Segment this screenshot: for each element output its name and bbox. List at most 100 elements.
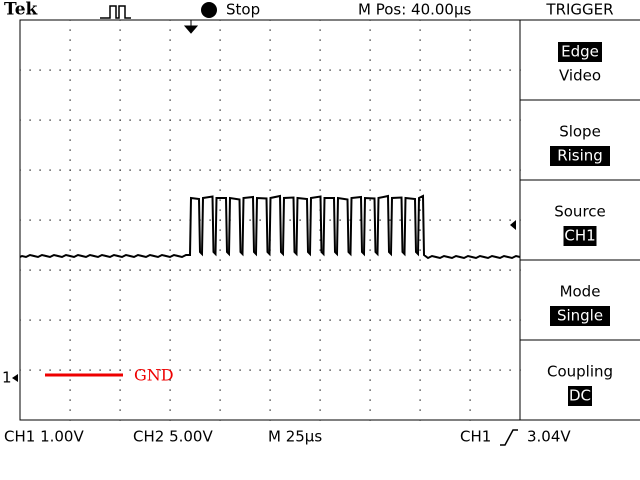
grid-dot: [469, 199, 471, 201]
grid-dot: [119, 49, 121, 51]
grid-dot: [379, 219, 381, 221]
grid-dot: [199, 169, 201, 171]
grid-dot: [399, 369, 401, 371]
grid-dot: [269, 69, 271, 71]
grid-dot: [79, 69, 81, 71]
grid-dot: [89, 319, 91, 321]
grid-dot: [229, 319, 231, 321]
grid-dot: [469, 69, 471, 71]
grid-dot: [169, 219, 171, 221]
grid-dot: [269, 29, 271, 31]
grid-dot: [169, 279, 171, 281]
grid-dot: [469, 49, 471, 51]
grid-dot: [239, 69, 241, 71]
grid-dot: [59, 119, 61, 121]
grid-dot: [419, 39, 421, 41]
grid-dot: [419, 199, 421, 201]
grid-dot: [339, 119, 341, 121]
grid-dot: [439, 369, 441, 371]
grid-dot: [69, 289, 71, 291]
screen-border: [19, 19, 521, 421]
grid-dot: [59, 369, 61, 371]
grid-dot: [319, 339, 321, 341]
grid-dot: [469, 209, 471, 211]
grid-dot: [339, 319, 341, 321]
grid-dot: [359, 69, 361, 71]
grid-dot: [419, 49, 421, 51]
menu-label: Coupling: [547, 363, 613, 381]
grid-dot: [69, 49, 71, 51]
trigger-level-marker: [510, 220, 516, 230]
grid-dot: [389, 119, 391, 121]
grid-dot: [319, 379, 321, 381]
grid-dot: [459, 319, 461, 321]
grid-dot: [109, 369, 111, 371]
grid-dot: [269, 39, 271, 41]
grid-dot: [319, 129, 321, 131]
grid-dot: [419, 339, 421, 341]
grid-dot: [229, 119, 231, 121]
grid-dot: [169, 199, 171, 201]
grid-dot: [419, 309, 421, 311]
grid-dot: [99, 219, 101, 221]
grid-dot: [419, 249, 421, 251]
grid-dot: [269, 409, 271, 411]
trigger-position-marker: [183, 20, 199, 34]
grid-dot: [249, 369, 251, 371]
grid-dot: [219, 179, 221, 181]
grid-dot: [139, 369, 141, 371]
grid-dot: [39, 119, 41, 121]
grid-dot: [329, 369, 331, 371]
grid-dot: [369, 29, 371, 31]
grid-dot: [369, 129, 371, 131]
grid-dot: [399, 319, 401, 321]
grid-dot: [409, 69, 411, 71]
grid-dot: [39, 169, 41, 171]
grid-dot: [149, 269, 151, 271]
grid-dot: [269, 319, 271, 321]
selected-highlight: [563, 226, 597, 246]
grid-dot: [259, 319, 261, 321]
grid-dot: [69, 129, 71, 131]
grid-dot: [279, 369, 281, 371]
grid-dot: [319, 279, 321, 281]
grid-dot: [119, 249, 121, 251]
grid-dot: [219, 49, 221, 51]
grid-dot: [249, 69, 251, 71]
grid-dot: [209, 219, 211, 221]
grid-dot: [469, 79, 471, 81]
grid-dot: [169, 329, 171, 331]
grid-dot: [269, 129, 271, 131]
grid-dot: [119, 159, 121, 161]
grid-dot: [99, 169, 101, 171]
grid-dot: [239, 319, 241, 321]
grid-dot: [189, 169, 191, 171]
grid-dot: [319, 169, 321, 171]
grid-dot: [209, 369, 211, 371]
grid-dot: [39, 269, 41, 271]
grid-dot: [489, 169, 491, 171]
grid-dot: [469, 89, 471, 91]
grid-dot: [119, 149, 121, 151]
grid-dot: [189, 269, 191, 271]
grid-dot: [279, 69, 281, 71]
grid-dot: [219, 39, 221, 41]
grid-dot: [119, 219, 121, 221]
grid-dot: [49, 169, 51, 171]
grid-dot: [119, 89, 121, 91]
grid-dot: [69, 29, 71, 31]
grid-dot: [469, 129, 471, 131]
grid-dot: [219, 299, 221, 301]
grid-dot: [369, 259, 371, 261]
grid-dot: [269, 269, 271, 271]
grid-dot: [139, 219, 141, 221]
grid-dot: [329, 319, 331, 321]
grid-dot: [169, 229, 171, 231]
grid-dot: [489, 369, 491, 371]
grid-dot: [439, 269, 441, 271]
grid-dot: [99, 319, 101, 321]
grid-dot: [219, 399, 221, 401]
grid-dot: [499, 169, 501, 171]
grid-dot: [419, 219, 421, 221]
grid-dot: [99, 269, 101, 271]
